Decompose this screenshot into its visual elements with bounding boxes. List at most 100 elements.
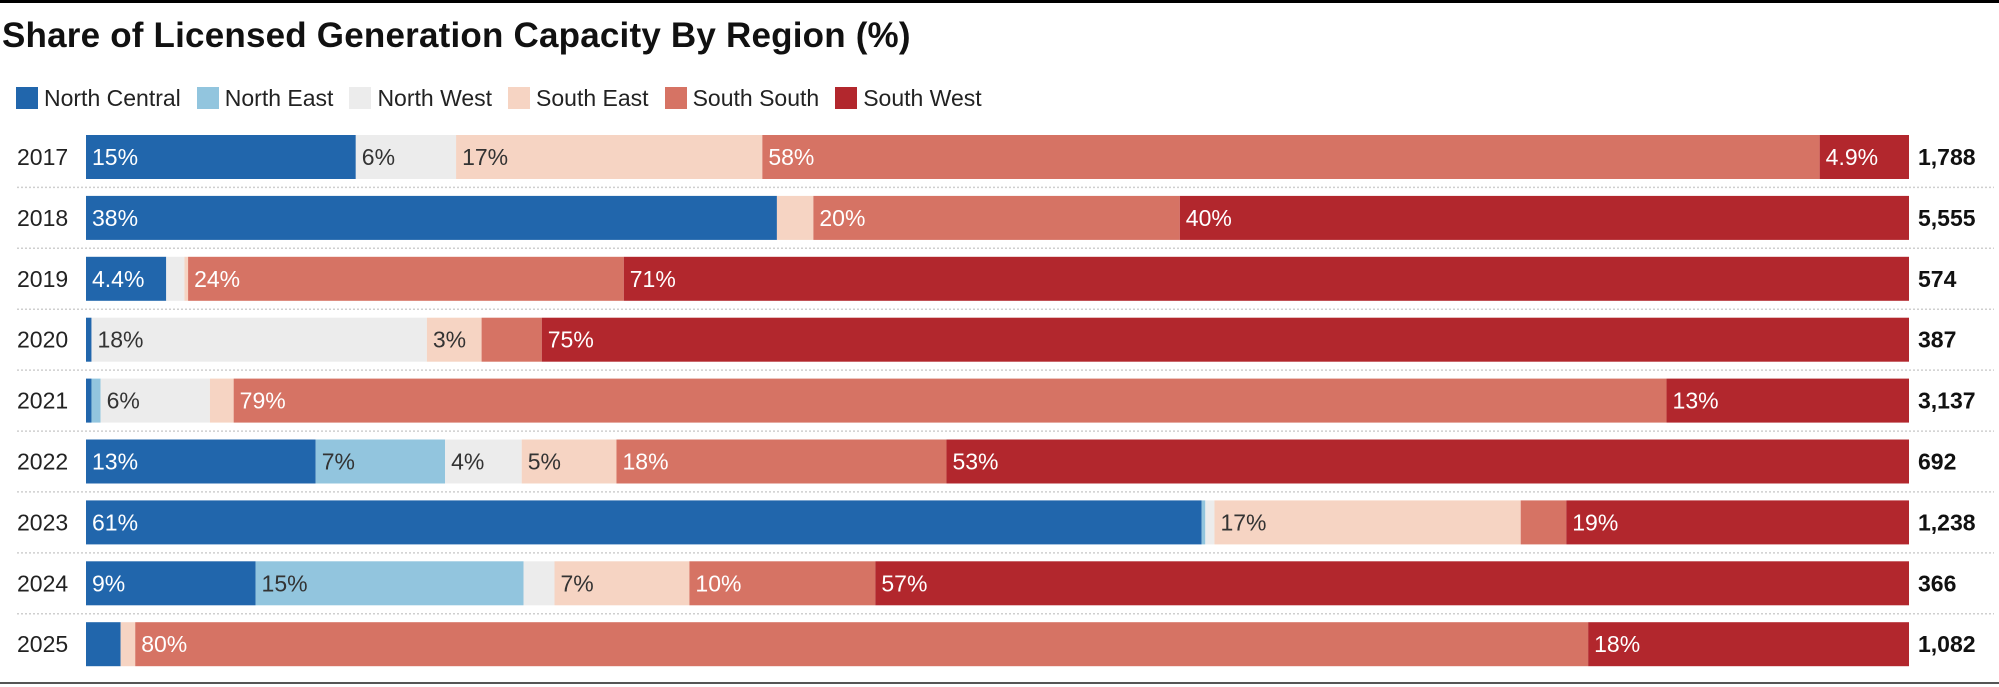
total-label: 1,082 bbox=[1918, 631, 1976, 657]
data-label: 4% bbox=[451, 449, 484, 475]
total-label: 1,238 bbox=[1918, 509, 1976, 535]
data-label: 3% bbox=[433, 327, 466, 353]
bar-segment bbox=[233, 378, 1667, 423]
bar-segment bbox=[1566, 500, 1909, 545]
data-label: 20% bbox=[819, 205, 865, 231]
total-label: 387 bbox=[1918, 327, 1956, 353]
bar-segment bbox=[523, 561, 555, 606]
legend-item: North Central bbox=[16, 85, 181, 112]
bar-segment bbox=[762, 135, 1820, 179]
data-label: 79% bbox=[240, 388, 286, 414]
bar-segment bbox=[209, 378, 234, 423]
data-label: 4.9% bbox=[1826, 144, 1878, 170]
bar-segment bbox=[1819, 135, 1909, 179]
bar-segment bbox=[445, 439, 522, 484]
bar-segment bbox=[188, 256, 624, 301]
legend-label: North East bbox=[224, 84, 334, 111]
category-label: 2019 bbox=[17, 266, 68, 292]
bar-segment bbox=[315, 439, 446, 484]
legend-swatch bbox=[664, 87, 687, 109]
category-label: 2017 bbox=[17, 144, 68, 170]
bar-segment bbox=[86, 439, 316, 484]
bar-segment bbox=[813, 195, 1180, 240]
total-label: 692 bbox=[1918, 449, 1956, 475]
bar-segment bbox=[86, 378, 92, 423]
bar-segment bbox=[1201, 500, 1206, 545]
category-label: 2024 bbox=[17, 570, 68, 596]
legend-item: South West bbox=[835, 84, 982, 112]
bar-segment bbox=[776, 195, 814, 240]
legend-item: South East bbox=[508, 85, 649, 112]
bar-segment bbox=[184, 256, 189, 301]
data-label: 19% bbox=[1572, 509, 1618, 535]
data-label: 58% bbox=[768, 144, 814, 170]
data-label: 4.4% bbox=[92, 266, 144, 292]
total-label: 5,555 bbox=[1918, 205, 1976, 231]
data-label: 38% bbox=[92, 205, 138, 231]
bar-row: 2021 6% 79% 13% 3,137 bbox=[17, 378, 1976, 423]
bar-segment bbox=[1214, 500, 1521, 545]
bar-segment bbox=[86, 500, 1202, 545]
category-label: 2020 bbox=[17, 327, 68, 353]
data-label: 17% bbox=[462, 144, 508, 170]
data-label: 6% bbox=[362, 144, 395, 170]
bar-row: 2018 38% 20% 40% 5,555 bbox=[17, 195, 1976, 240]
bottom-rule bbox=[0, 682, 1999, 684]
bar-row: 2022 13% 7% 4% 5% 18% 53% 692 bbox=[17, 439, 1956, 484]
category-label: 2023 bbox=[17, 509, 68, 535]
data-label: 71% bbox=[630, 266, 676, 292]
bar-row: 2019 4.4% 24% 71% 574 bbox=[17, 256, 1957, 301]
bar-segment bbox=[120, 622, 136, 667]
total-label: 574 bbox=[1918, 266, 1957, 292]
data-label: 80% bbox=[141, 631, 187, 657]
data-label: 15% bbox=[92, 144, 138, 170]
data-label: 17% bbox=[1220, 509, 1266, 535]
category-label: 2022 bbox=[17, 449, 68, 475]
bar-segment bbox=[554, 561, 690, 606]
bar-segment bbox=[875, 561, 1909, 606]
bar-segment bbox=[86, 256, 167, 301]
bar-segment bbox=[456, 135, 763, 179]
data-label: 6% bbox=[107, 388, 140, 414]
data-label: 61% bbox=[92, 509, 138, 535]
category-label: 2025 bbox=[17, 631, 68, 657]
legend-swatch bbox=[508, 87, 531, 109]
legend-label: North West bbox=[377, 84, 493, 111]
bar-segment bbox=[623, 256, 1909, 301]
bar-segment bbox=[86, 622, 121, 667]
bar-segment bbox=[616, 439, 947, 484]
bar-segment bbox=[521, 439, 617, 484]
bar-segment bbox=[1205, 500, 1215, 545]
data-label: 7% bbox=[561, 570, 594, 596]
total-label: 1,788 bbox=[1918, 144, 1976, 170]
bar-segment bbox=[91, 378, 101, 423]
legend-label: South West bbox=[863, 84, 982, 111]
bar-segment bbox=[946, 439, 1909, 484]
legend-item: North West bbox=[349, 85, 492, 112]
data-label: 9% bbox=[92, 570, 125, 596]
bar-segment bbox=[91, 317, 427, 362]
legend-swatch bbox=[835, 87, 858, 109]
data-label: 18% bbox=[97, 327, 143, 353]
legend-swatch bbox=[349, 87, 372, 109]
bar-segment bbox=[135, 622, 1589, 667]
data-label: 18% bbox=[622, 449, 668, 475]
bar-row: 2023 61% 17% 19% 1,238 bbox=[17, 500, 1976, 545]
bar-row: 2020 18% 3% 75% 387 bbox=[17, 317, 1956, 362]
legend-label: South East bbox=[536, 84, 649, 111]
bar-segment bbox=[166, 256, 185, 301]
data-label: 15% bbox=[262, 570, 308, 596]
legend: North Central North East North West South E… bbox=[16, 85, 998, 111]
category-label: 2021 bbox=[17, 388, 68, 414]
data-label: 18% bbox=[1594, 631, 1640, 657]
data-label: 57% bbox=[881, 570, 927, 596]
data-label: 75% bbox=[548, 327, 594, 353]
bar-segment bbox=[86, 561, 256, 606]
category-label: 2018 bbox=[17, 205, 68, 231]
data-label: 5% bbox=[528, 449, 561, 475]
bar-segment bbox=[1520, 500, 1567, 545]
bar-segment bbox=[355, 135, 457, 179]
data-label: 53% bbox=[952, 449, 998, 475]
bar-row: 2025 80% 18% 1,082 bbox=[17, 622, 1976, 667]
